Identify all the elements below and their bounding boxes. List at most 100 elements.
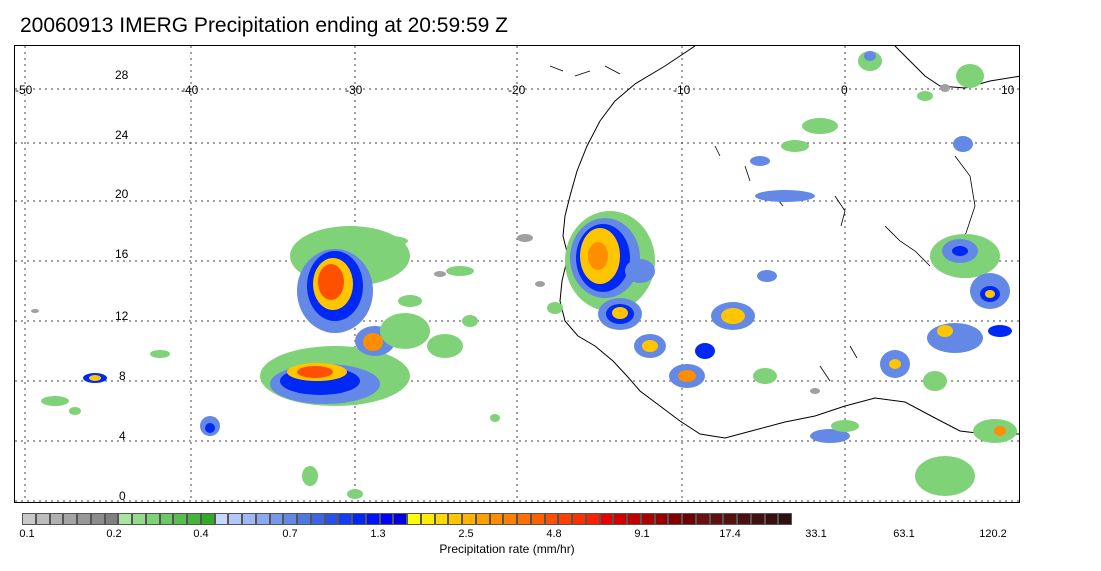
colorbar-swatch	[503, 513, 517, 525]
map-canvas	[15, 46, 1019, 502]
lat-label: 8	[119, 369, 126, 383]
colorbar-label: 2.5	[458, 528, 474, 540]
lon-label: -30	[345, 83, 363, 97]
colorbar-swatch	[200, 513, 215, 525]
colorbar-swatch	[393, 513, 407, 525]
colorbar-label: 0.2	[106, 528, 122, 540]
colorbar-label: 0.7	[282, 528, 298, 540]
colorbar-swatch	[22, 513, 36, 525]
colorbar-swatch	[434, 513, 449, 525]
rain-extreme	[297, 366, 333, 378]
colorbar-swatch	[269, 513, 284, 525]
colorbar-label: 4.8	[546, 528, 562, 540]
colorbar-label: 0.4	[193, 528, 209, 540]
lon-label: 0	[841, 83, 848, 97]
colorbar-swatch	[448, 513, 462, 525]
inland-water	[549, 65, 976, 382]
colorbar-swatch	[750, 513, 765, 525]
colorbar-label: 9.1	[634, 528, 650, 540]
colorbar-swatch	[214, 513, 229, 525]
colorbar-swatch	[228, 513, 242, 525]
colorbar-swatch	[585, 513, 600, 525]
lat-label: 24	[115, 128, 129, 142]
colorbar-swatch	[297, 513, 311, 525]
colorbar-swatch	[407, 513, 421, 525]
colorbar-swatch	[489, 513, 504, 525]
colorbar-swatch	[242, 513, 256, 525]
coastline-west-africa	[559, 46, 1019, 439]
lon-label: -20	[508, 83, 526, 97]
rain-intense	[363, 333, 383, 351]
colorbar	[22, 513, 792, 525]
colorbar-swatch	[104, 513, 119, 525]
colorbar-swatch	[255, 513, 270, 525]
colorbar-title: Precipitation rate (mm/hr)	[439, 542, 575, 556]
lat-label: 12	[115, 309, 129, 323]
rain-system-coast	[565, 211, 655, 311]
colorbar-label: 63.1	[893, 528, 915, 540]
colorbar-swatch	[77, 513, 91, 525]
colorbar-swatch	[118, 513, 132, 525]
colorbar-swatch	[544, 513, 559, 525]
colorbar-swatch	[695, 513, 710, 525]
lon-label: 10	[1001, 83, 1015, 97]
colorbar-swatch	[640, 513, 655, 525]
colorbar-swatch	[778, 513, 792, 525]
colorbar-swatch	[599, 513, 614, 525]
rain-cell-small-west	[41, 373, 318, 486]
lat-label: 16	[115, 247, 129, 261]
colorbar-label: 17.4	[719, 528, 741, 540]
colorbar-swatch	[764, 513, 779, 525]
colorbar-swatch	[682, 513, 696, 525]
colorbar-swatch	[475, 513, 490, 525]
colorbar-swatch	[379, 513, 394, 525]
lon-label: -50	[15, 83, 33, 97]
colorbar-swatch	[173, 513, 187, 525]
lat-label: 0	[119, 489, 126, 503]
colorbar-label: 33.1	[805, 528, 827, 540]
colorbar-swatch	[145, 513, 160, 525]
lon-label: -40	[181, 83, 199, 97]
rain-cells-east	[750, 51, 1017, 496]
lon-label: -10	[673, 83, 691, 97]
colorbar-swatch	[352, 513, 366, 525]
colorbar-swatch	[654, 513, 669, 525]
colorbar-label: 120.2	[979, 528, 1007, 540]
colorbar-swatch	[517, 513, 531, 525]
colorbar-swatch	[159, 513, 174, 525]
coastline-north	[894, 46, 1019, 89]
colorbar-swatch	[324, 513, 339, 525]
colorbar-swatch	[723, 513, 737, 525]
colorbar-swatch	[63, 513, 77, 525]
colorbar-swatch	[365, 513, 380, 525]
colorbar-swatch	[462, 513, 476, 525]
colorbar-label: 1.3	[370, 528, 386, 540]
colorbar-swatch	[283, 513, 297, 525]
lat-label: 20	[115, 187, 129, 201]
rain-cells	[31, 51, 1017, 499]
colorbar-swatch	[558, 513, 572, 525]
precipitation-map: -50 -40 -30 -20 -10 0 10 28 24 20 16 12 …	[14, 45, 1020, 503]
colorbar-swatch	[187, 513, 201, 525]
rain-scattered	[150, 91, 933, 499]
colorbar-swatch	[420, 513, 435, 525]
colorbar-swatch	[132, 513, 146, 525]
colorbar-swatch	[613, 513, 627, 525]
colorbar-swatch	[737, 513, 751, 525]
rain-system-central	[260, 326, 410, 406]
colorbar-swatch	[35, 513, 50, 525]
colorbar-swatch	[709, 513, 724, 525]
colorbar-label: 0.1	[19, 528, 35, 540]
rain-trace	[31, 84, 950, 394]
colorbar-swatch	[668, 513, 682, 525]
colorbar-swatch	[338, 513, 352, 525]
graticule	[15, 46, 1019, 502]
colorbar-swatch	[572, 513, 586, 525]
colorbar-swatch	[49, 513, 64, 525]
colorbar-swatch	[530, 513, 545, 525]
rain-extreme	[318, 264, 344, 300]
colorbar-swatch	[627, 513, 641, 525]
colorbar-swatch	[310, 513, 325, 525]
lat-label: 28	[115, 68, 129, 82]
rain-band-southeast	[598, 270, 777, 388]
